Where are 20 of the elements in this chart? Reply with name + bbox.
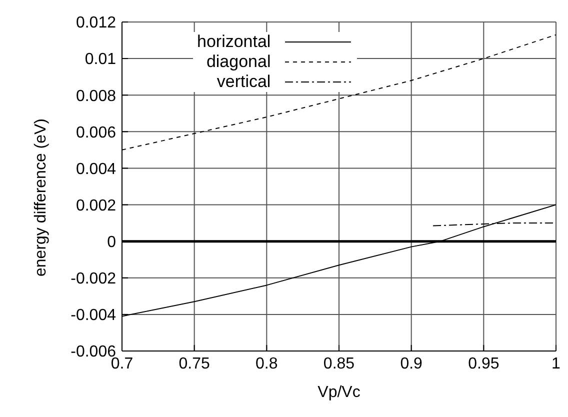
y-tick-label: 0 (107, 234, 116, 252)
y-axis-title: energy difference (eV) (32, 118, 50, 276)
x-tick-label: 0.9 (400, 355, 423, 372)
x-tick-label: 0.8 (256, 355, 278, 372)
legend-label: diagonal (206, 52, 271, 72)
legend-label: horizontal (197, 32, 271, 52)
x-tick-label: 0.85 (323, 355, 355, 372)
y-tick-label: -0.002 (70, 270, 116, 288)
legend-label: vertical (216, 72, 271, 92)
y-tick-label: 0.008 (76, 88, 116, 105)
y-tick-label: 0.012 (76, 14, 116, 32)
y-tick-label: 0.01 (84, 51, 116, 68)
x-axis-title: Vp/Vc (318, 384, 360, 401)
y-tick-label: 0.002 (76, 197, 116, 214)
x-tick-label: 0.75 (178, 355, 210, 372)
y-tick-label: 0.006 (76, 124, 116, 142)
y-tick-label: -0.004 (70, 307, 116, 324)
x-tick-label: 1 (552, 355, 561, 372)
x-tick-label: 0.95 (468, 355, 500, 372)
y-tick-label: 0.004 (76, 160, 116, 178)
